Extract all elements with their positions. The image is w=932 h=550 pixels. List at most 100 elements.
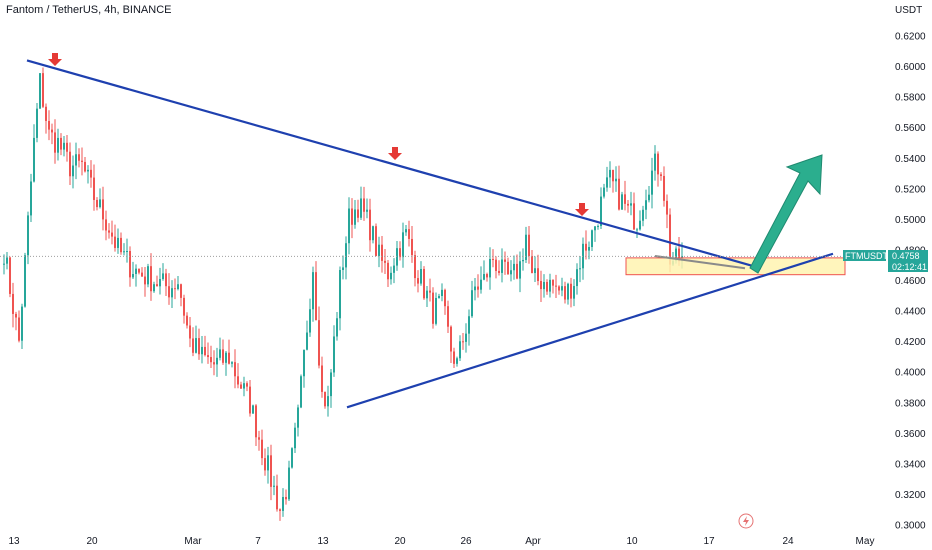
candle-body: [312, 272, 314, 310]
candle-body: [483, 274, 485, 280]
candle-body: [198, 338, 200, 355]
candle-body: [75, 154, 77, 166]
candle-body: [648, 194, 650, 201]
top-marker-arrow-icon: [48, 53, 62, 66]
candle-body: [159, 279, 161, 287]
support-trendline[interactable]: [346, 252, 834, 409]
candle-body: [417, 278, 419, 284]
candle-body: [513, 263, 515, 271]
candle-body: [192, 338, 194, 353]
candle-body: [81, 160, 83, 162]
candle-body: [288, 467, 290, 500]
candle-body: [630, 203, 632, 206]
candle-body: [165, 273, 167, 287]
candle-body: [285, 496, 287, 500]
candle-body: [585, 243, 587, 251]
candle-body: [507, 261, 509, 275]
candle-body: [264, 458, 266, 471]
candle-body: [426, 290, 428, 299]
candle-body: [477, 286, 479, 290]
candle-body: [420, 268, 422, 284]
candle-body: [624, 194, 626, 204]
candle-body: [504, 259, 506, 262]
time-tick-label: Apr: [525, 536, 541, 547]
price-tick-label: 0.3200: [895, 490, 926, 501]
candle-body: [51, 129, 53, 133]
candle-body: [546, 281, 548, 292]
candle-body: [333, 336, 335, 373]
candle-body: [180, 284, 182, 298]
replay-icon[interactable]: [738, 513, 754, 529]
candle-body: [228, 352, 230, 364]
candle-body: [516, 263, 518, 279]
candle-body: [300, 376, 302, 408]
candle-body: [99, 199, 101, 208]
candle-body: [36, 108, 38, 138]
candle-body: [171, 288, 173, 298]
candle-body: [258, 437, 260, 440]
candle-body: [528, 234, 530, 256]
candle-body: [243, 383, 245, 389]
candle-body: [174, 288, 176, 290]
candle-body: [510, 270, 512, 275]
current-price-tag: FTMUSDT 0.4758 02:12:41: [843, 250, 928, 272]
candle-body: [60, 137, 62, 150]
candle-body: [603, 187, 605, 197]
price-axis[interactable]: USDT 0.6200 0.6000 0.5800 0.5600 0.5400 0.520…: [895, 5, 926, 532]
time-tick-label: 7: [255, 536, 261, 547]
candle-body: [216, 357, 218, 365]
candle-body: [120, 237, 122, 253]
candle-body: [201, 346, 203, 355]
candle-body: [246, 383, 248, 387]
candle-body: [378, 244, 380, 256]
candle-body: [621, 194, 623, 210]
candle-body: [375, 226, 377, 256]
price-tick-label: 0.5200: [895, 184, 926, 195]
candle-body: [597, 225, 599, 227]
candle-body: [222, 349, 224, 363]
candle-body: [45, 106, 47, 121]
candle-body: [204, 346, 206, 356]
replay-icon-ring: [738, 513, 754, 529]
candle-body: [339, 269, 341, 319]
candle-body: [114, 236, 116, 248]
time-tick-label: 20: [86, 536, 98, 547]
candle-body: [72, 165, 74, 177]
candle-body: [429, 290, 431, 293]
candle-body: [219, 349, 221, 358]
candle-body: [123, 251, 125, 253]
candle-body: [453, 351, 455, 364]
candle-body: [156, 284, 158, 287]
candle-body: [396, 248, 398, 266]
candle-body: [669, 214, 671, 265]
candle-body: [255, 405, 257, 438]
time-tick-label: 13: [8, 536, 20, 547]
candle-body: [162, 273, 164, 280]
candle-body: [318, 320, 320, 366]
price-tick-label: 0.4000: [895, 368, 926, 379]
candle-body: [654, 153, 656, 171]
time-axis[interactable]: 13 20 Mar 7 13 20 26 Apr 10 17 24 May: [8, 536, 874, 547]
candle-body: [15, 313, 17, 318]
candle-body: [432, 292, 434, 324]
resistance-trendline[interactable]: [26, 59, 762, 270]
candle-body: [549, 279, 551, 292]
candle-body: [126, 251, 128, 253]
price-tick-label: 0.3000: [895, 521, 926, 532]
candle-body: [372, 226, 374, 241]
projection-arrow-icon: [749, 154, 823, 274]
candle-body: [270, 455, 272, 487]
chart-title: Fantom / TetherUS, 4h, BINANCE: [6, 4, 172, 16]
candle-body: [435, 297, 437, 324]
candle-body: [57, 137, 59, 153]
candle-body: [348, 208, 350, 244]
candle-body: [108, 230, 110, 233]
candle-body: [444, 289, 446, 307]
candle-body: [153, 284, 155, 292]
candle-body: [291, 448, 293, 468]
candle-body: [39, 73, 41, 109]
candle-body: [18, 317, 20, 341]
top-marker-arrow-icon: [575, 203, 589, 216]
candle-body: [408, 229, 410, 239]
